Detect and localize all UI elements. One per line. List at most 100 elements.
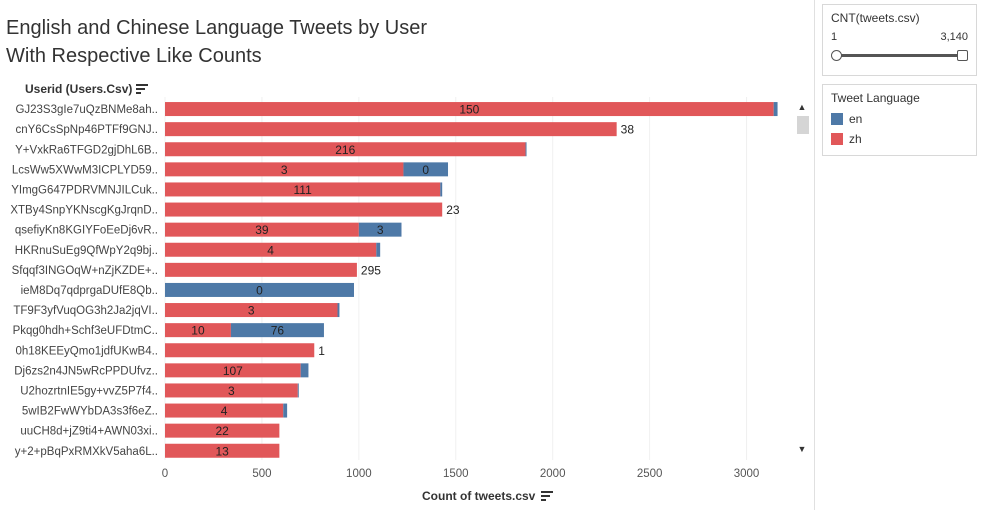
x-tick-label: 3000	[734, 468, 760, 480]
x-axis-title-label: Count of tweets.csv	[422, 489, 536, 503]
bar-en	[440, 182, 443, 197]
bar-en	[773, 102, 778, 117]
x-tick-label: 1500	[443, 468, 469, 480]
bar-en	[300, 363, 309, 378]
data-label-zh: 3	[281, 163, 288, 177]
bar-zh	[165, 102, 774, 117]
legend-item-zh[interactable]: zh	[823, 129, 976, 149]
data-label: 0	[256, 283, 263, 297]
y-tick-label: XTBy4SnpYKNscgKgJrqnD..	[10, 205, 158, 217]
y-tick-label: qsefiyKn8KGIYFoEeDj6vR..	[15, 225, 158, 237]
y-tick-label: ieM8Dq7qdprgaDUfE8Qb..	[21, 285, 158, 297]
data-label: 4	[221, 404, 228, 418]
data-label: 150	[459, 103, 479, 117]
slider-max-handle[interactable]	[957, 50, 968, 61]
slider-min-handle[interactable]	[831, 50, 842, 61]
data-label: 216	[335, 143, 355, 157]
bar-zh	[165, 202, 443, 217]
bar-en	[358, 222, 402, 237]
bar-en	[337, 303, 340, 318]
y-tick-label: cnY6CsSpNp46PTFf9GNJ..	[15, 124, 158, 136]
data-label: 0	[422, 163, 429, 177]
x-sort-icon[interactable]	[541, 491, 554, 501]
y-tick-label: uuCH8d+jZ9ti4+AWN03xi..	[20, 426, 158, 438]
data-label: 22	[216, 424, 230, 438]
bar-zh	[165, 262, 357, 277]
y-tick-label: U2hozrtnIE5gy+vvZ5P7f4..	[20, 385, 158, 397]
bar-en	[283, 403, 288, 418]
range-min: 1	[831, 31, 838, 43]
data-label: 1	[318, 344, 325, 358]
legend-item-en[interactable]: en	[823, 109, 976, 129]
bar-zh	[165, 182, 441, 197]
y-tick-label: Y+VxkRa6TFGD2gjDhL6B..	[15, 144, 158, 156]
data-label: 13	[216, 444, 230, 458]
x-tick-label: 1000	[346, 468, 372, 480]
x-tick-label: 2000	[540, 468, 566, 480]
scroll-up-icon[interactable]: ▲	[797, 102, 807, 112]
legend-swatch	[831, 113, 843, 125]
bar-zh	[165, 242, 377, 257]
legend-label: en	[849, 112, 863, 126]
bar-zh	[165, 403, 284, 418]
legend-items: en zh	[823, 109, 976, 149]
data-label: 3	[377, 223, 384, 237]
legend-title: Tweet Language	[831, 91, 920, 105]
y-tick-label: Sfqqf3INGOqW+nZjKZDE+..	[12, 265, 158, 277]
bar-en	[297, 383, 299, 398]
bar-zh	[165, 142, 526, 157]
legend-card: Tweet Language en zh	[822, 84, 977, 156]
data-label: 3	[228, 384, 235, 398]
vertical-scrollbar[interactable]: ▲ ▼	[795, 98, 809, 458]
data-label: 38	[621, 123, 635, 137]
data-label: 107	[223, 364, 243, 378]
bar-zh	[165, 443, 280, 458]
bar-zh	[165, 122, 617, 137]
data-label: 23	[446, 203, 460, 217]
data-label-zh: 10	[191, 324, 205, 338]
y-tick-label: Dj6zs2n4JN5wRcPPDUfvz..	[14, 365, 158, 377]
scroll-down-icon[interactable]: ▼	[797, 444, 807, 454]
bar-zh	[165, 303, 338, 318]
chart-title-line1: English and Chinese Language Tweets by U…	[6, 17, 428, 39]
legend-label: zh	[849, 132, 862, 146]
x-tick-label: 2500	[637, 468, 663, 480]
chart-title-line2: With Respective Like Counts	[6, 45, 262, 67]
y-tick-label: YImgG647PDRVMNJILCuk..	[11, 184, 158, 196]
bar-zh	[165, 222, 359, 237]
bar-zh	[165, 423, 280, 438]
range-slider[interactable]	[831, 49, 968, 61]
bar-chart-svg: GJ23S3gIe7uQzBNMe8ah.. 150 cnY6CsSpNp46PTF…	[10, 97, 778, 480]
chart-area: English and Chinese Language Tweets by U…	[6, 0, 815, 510]
y-tick-label: Pkqg0hdh+Schf3eUFDtmC..	[13, 325, 158, 337]
bar-zh	[165, 323, 231, 338]
y-tick-label: GJ23S3gIe7uQzBNMe8ah..	[15, 104, 158, 116]
data-label: 3	[248, 304, 255, 318]
y-axis-header-label: Userid (Users.Csv)	[25, 82, 133, 96]
y-axis-header[interactable]: Userid (Users.Csv)	[25, 82, 149, 96]
x-axis-title[interactable]: Count of tweets.csv	[422, 489, 554, 503]
range-max: 3,140	[940, 31, 968, 43]
bar-en	[230, 323, 324, 338]
y-tick-label: 5wIB2FwWYbDA3s3f6eZ..	[22, 406, 158, 418]
data-label: 111	[294, 183, 313, 197]
data-label-zh: 39	[255, 223, 269, 237]
y-tick-label: y+2+pBqPxRMXkV5aha6L..	[15, 446, 158, 458]
x-tick-label: 0	[162, 468, 168, 480]
slider-track	[833, 54, 966, 57]
bar-en	[403, 162, 449, 177]
bar-zh	[165, 363, 301, 378]
bar-en	[525, 142, 527, 157]
range-labels: 1 3,140	[823, 29, 976, 45]
bar-en	[376, 242, 381, 257]
bar-zh	[165, 383, 298, 398]
y-tick-label: TF9F3yfVuqOG3h2Ja2jqVI..	[13, 305, 158, 317]
data-label: 76	[271, 324, 285, 338]
sort-icon[interactable]	[136, 84, 149, 94]
y-tick-label: 0h18KEEyQmo1jdfUKwB4..	[15, 345, 158, 357]
count-filter-card: CNT(tweets.csv) 1 3,140	[822, 4, 977, 76]
scroll-thumb[interactable]	[797, 116, 809, 134]
bar-zh	[165, 162, 404, 177]
data-label: 295	[361, 263, 381, 277]
legend-swatch	[831, 133, 843, 145]
